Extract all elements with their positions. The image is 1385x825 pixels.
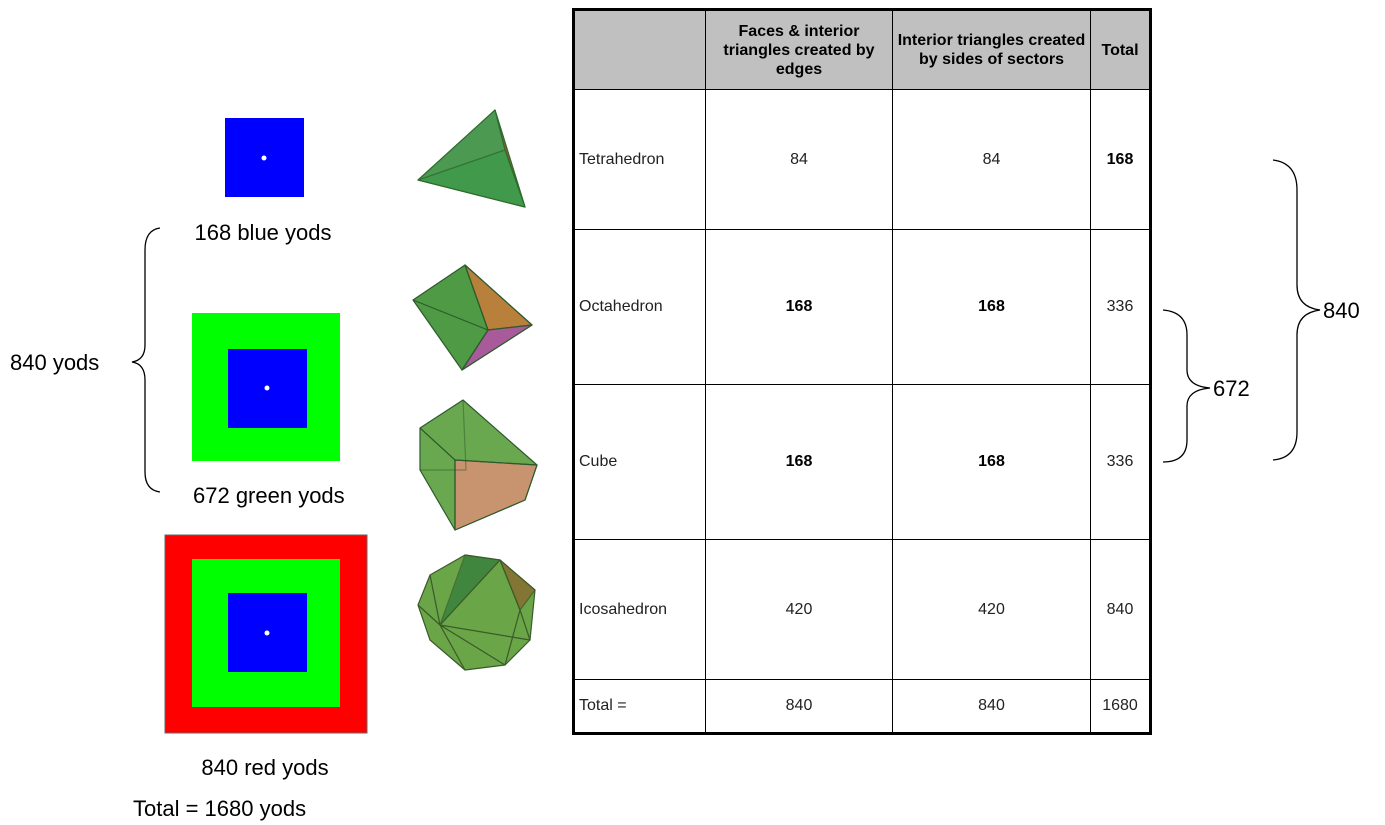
- blue-label: 168 blue yods: [195, 220, 332, 245]
- cell: 168: [892, 384, 1091, 540]
- total-label: Total = 1680 yods: [133, 796, 306, 821]
- dot: [261, 155, 267, 161]
- cell: Total =: [573, 679, 706, 734]
- cell: Cube: [573, 384, 706, 540]
- cell: 840: [892, 679, 1091, 734]
- dot: [264, 630, 270, 636]
- cell: 84: [892, 89, 1091, 230]
- brace: [131, 227, 161, 493]
- brace-label: 672: [1213, 376, 1250, 401]
- brace: [1272, 159, 1321, 461]
- cell: Tetrahedron: [573, 89, 706, 230]
- dot: [264, 385, 270, 391]
- cell: 420: [705, 539, 893, 680]
- row: Octahedron 168 168 336: [573, 229, 1151, 385]
- row: Tetrahedron 84 84 168: [573, 89, 1151, 230]
- row: Icosahedron 420 420 840: [573, 539, 1151, 680]
- brace-label: 840: [1323, 298, 1360, 323]
- cell: 840: [1090, 539, 1151, 680]
- red-label: 840 red yods: [201, 755, 328, 780]
- cell: 420: [892, 539, 1091, 680]
- cell: 168: [892, 229, 1091, 385]
- cell: 840: [705, 679, 893, 734]
- header-row: Faces & interior triangles created by ed…: [573, 9, 1151, 90]
- cell: 168: [705, 384, 893, 540]
- header-cell: Total: [1090, 9, 1151, 90]
- table: Faces & interior triangles created by ed…: [572, 8, 1152, 735]
- row: Cube 168 168 336: [573, 384, 1151, 540]
- cell: 168: [705, 229, 893, 385]
- cube: [419, 399, 538, 531]
- brace: [1162, 309, 1211, 463]
- header-cell: Interior triangles created by sides of s…: [892, 9, 1091, 90]
- cell: 168: [1090, 89, 1151, 230]
- cell: 1680: [1090, 679, 1151, 734]
- green-label: 672 green yods: [193, 483, 345, 508]
- cell: Octahedron: [573, 229, 706, 385]
- icosahedron: [417, 554, 536, 671]
- header-cell: [573, 9, 706, 90]
- cell: 336: [1090, 229, 1151, 385]
- cell: 336: [1090, 384, 1151, 540]
- group-label: 840 yods: [10, 350, 99, 375]
- header-cell: Faces & interior triangles created by ed…: [705, 9, 893, 90]
- tetrahedron: [417, 109, 526, 208]
- row: Total = 840 840 1680: [573, 679, 1151, 734]
- octahedron: [412, 264, 533, 371]
- cell: Icosahedron: [573, 539, 706, 680]
- cell: 84: [705, 89, 893, 230]
